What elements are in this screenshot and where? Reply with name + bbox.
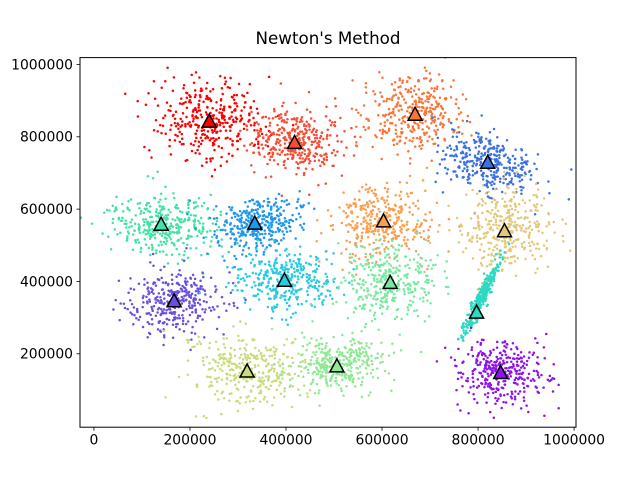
chart-title: Newton's Method [256,28,401,48]
plot-border [79,57,577,428]
centroid-marker-dodger-blue [246,214,264,230]
cluster-coral-orange [350,57,473,165]
scatter-points-layer [80,57,576,420]
x-tick-label: 0 [90,433,99,449]
centroid-marker-tomato [286,133,303,150]
y-tick-label: 400000 [20,274,73,290]
centroid-markers-layer [152,105,513,380]
centroid-marker-cyan [276,271,293,287]
cluster-spring-green [309,219,450,329]
centroid-marker-pale-green [328,357,346,373]
centroid-marker-coral-orange [406,105,424,121]
centroid-marker-slate-blue [165,292,183,308]
x-tick-label: 600000 [356,433,409,449]
centroid-marker-sandy-orange [375,212,392,228]
centroid-marker-yellow-green [238,362,256,378]
centroid-marker-tan [496,222,513,238]
cluster-turquoise [456,242,511,342]
cluster-aquamarine [80,170,259,275]
y-tick-label: 200000 [20,347,73,363]
x-tick-label: 800000 [452,433,505,449]
y-tick-label: 800000 [20,130,73,146]
centroid-marker-aquamarine [152,215,170,231]
x-axis: 0 200000 400000 600000 800000 1000000 [90,427,605,449]
y-axis: 200000 400000 600000 800000 1000000 [11,57,80,363]
cluster-dodger-blue [186,189,316,269]
centroid-marker-red [200,112,218,128]
centroid-marker-dark-violet [492,363,509,380]
centroid-marker-royal-blue [479,153,496,170]
y-tick-label: 1000000 [11,57,73,73]
x-tick-label: 1000000 [543,433,605,449]
y-tick-label: 600000 [20,202,73,218]
cluster-yellow-green [163,320,332,420]
x-tick-label: 200000 [163,433,216,449]
x-tick-label: 400000 [259,433,312,449]
centroid-marker-turquoise [468,303,485,319]
centroid-marker-spring-green [381,273,399,290]
cluster-dark-violet [435,326,560,419]
